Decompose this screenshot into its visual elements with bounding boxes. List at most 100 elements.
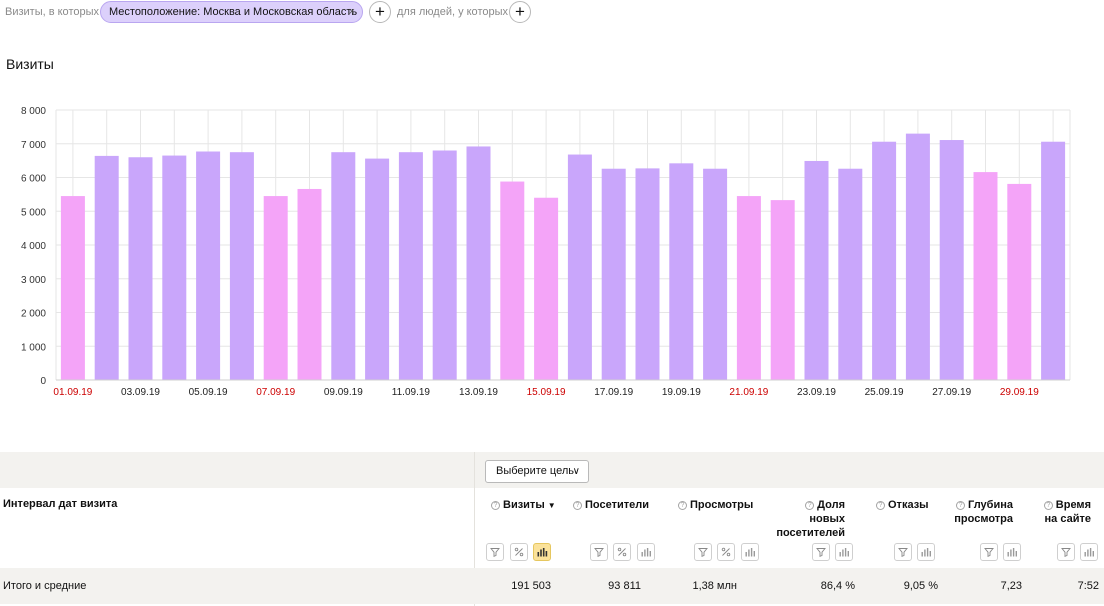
bar-29.09.19[interactable]	[1007, 183, 1032, 380]
x-tick-label: 23.09.19	[797, 387, 836, 398]
sort-desc-icon[interactable]: ▼	[547, 501, 556, 510]
bar-06.09.19[interactable]	[229, 152, 254, 380]
bar-19.09.19[interactable]	[669, 163, 694, 380]
x-tick-label: 03.09.19	[121, 387, 160, 398]
visits-bar-chart: 0 1 000 2 000 3 000 4 000 5 000 6 000 7 000 8 00…	[21, 106, 1071, 398]
filter-icon[interactable]	[590, 543, 608, 561]
total-page-depth: 7,23	[1000, 580, 1022, 592]
metric-header-page-depth[interactable]: ? Глубина просмотра	[954, 499, 1013, 525]
bar-15.09.19[interactable]	[534, 197, 559, 380]
metric-header-pageviews[interactable]: ? Просмотры	[678, 498, 753, 512]
goal-select-label: Выберите цель	[496, 465, 574, 477]
bar-21.09.19[interactable]	[736, 196, 761, 380]
bar-04.09.19[interactable]	[162, 155, 187, 380]
bar-chart-icon[interactable]	[741, 543, 759, 561]
bar-08.09.19[interactable]	[297, 188, 322, 380]
bar-chart-icon[interactable]	[533, 543, 551, 561]
filter-icon[interactable]	[812, 543, 830, 561]
help-icon[interactable]: ?	[876, 501, 885, 510]
metric-header-bounce-rate[interactable]: ? Отказы	[876, 498, 929, 512]
help-icon[interactable]: ?	[491, 501, 500, 510]
goal-select[interactable]: Выберите цель ∨	[485, 460, 589, 483]
bar-18.09.19[interactable]	[635, 168, 660, 380]
help-icon[interactable]: ?	[805, 501, 815, 510]
close-icon[interactable]: ×	[348, 6, 355, 18]
bar-22.09.19[interactable]	[770, 200, 795, 380]
bar-05.09.19[interactable]	[196, 151, 221, 380]
bar-23.09.19[interactable]	[804, 160, 829, 380]
location-filter-chip[interactable]: Местоположение: Москва и Московская обла…	[100, 1, 363, 23]
filter-icon[interactable]	[1057, 543, 1075, 561]
bar-chart-icon[interactable]	[835, 543, 853, 561]
segment-filter-bar: Визиты, в которых Местоположение: Москва…	[0, 0, 1104, 24]
help-icon[interactable]: ?	[573, 501, 582, 510]
x-tick-label: 19.09.19	[662, 387, 701, 398]
bar-chart-icon[interactable]	[637, 543, 655, 561]
percent-icon[interactable]	[717, 543, 735, 561]
total-new-visitors-share: 86,4 %	[820, 580, 855, 592]
bar-24.09.19[interactable]	[838, 168, 863, 380]
bar-09.09.19[interactable]	[331, 152, 356, 380]
help-icon[interactable]: ?	[1043, 501, 1053, 510]
bar-16.09.19[interactable]	[567, 154, 592, 380]
bar-26.09.19[interactable]	[905, 133, 930, 380]
y-tick-label: 1 000	[21, 342, 46, 353]
y-tick-label: 4 000	[21, 241, 46, 252]
bar-03.09.19[interactable]	[128, 157, 153, 380]
bar-25.09.19[interactable]	[872, 141, 897, 380]
chart-title: Визиты	[6, 56, 54, 72]
x-tick-label: 27.09.19	[932, 387, 971, 398]
bar-17.09.19[interactable]	[601, 168, 626, 380]
people-condition-label: для людей, у которых	[397, 6, 508, 18]
x-tick-label: 25.09.19	[865, 387, 904, 398]
report-table: Выберите цель ∨ Интервал дат визита ? Виз…	[0, 452, 1104, 606]
bar-chart-icon[interactable]	[917, 543, 935, 561]
total-visits: 191 503	[511, 580, 551, 592]
x-tick-label: 29.09.19	[1000, 387, 1039, 398]
bar-07.09.19[interactable]	[263, 196, 288, 380]
total-pageviews: 1,38 млн	[692, 580, 737, 592]
bar-11.09.19[interactable]	[398, 152, 423, 380]
metric-header-visits[interactable]: ? Визиты ▼	[491, 498, 556, 513]
column-divider	[474, 452, 475, 606]
bar-27.09.19[interactable]	[939, 140, 964, 380]
total-visitors: 93 811	[608, 580, 641, 592]
bar-30.09.19[interactable]	[1041, 141, 1066, 380]
bar-chart-icon[interactable]	[1080, 543, 1098, 561]
add-people-condition-button[interactable]: +	[509, 1, 531, 23]
location-filter-chip-label: Местоположение: Москва и Московская обла…	[109, 6, 358, 18]
add-visit-condition-button[interactable]: +	[369, 1, 391, 23]
bar-10.09.19[interactable]	[365, 158, 390, 380]
bar-02.09.19[interactable]	[94, 155, 119, 380]
x-tick-label: 05.09.19	[189, 387, 228, 398]
bar-20.09.19[interactable]	[703, 168, 728, 380]
filter-icon[interactable]	[694, 543, 712, 561]
bar-12.09.19[interactable]	[432, 150, 457, 381]
x-tick-label: 07.09.19	[256, 387, 295, 398]
x-tick-label: 09.09.19	[324, 387, 363, 398]
filter-icon[interactable]	[894, 543, 912, 561]
total-bounce-rate: 9,05 %	[903, 580, 938, 592]
filter-icon[interactable]	[980, 543, 998, 561]
y-tick-label: 3 000	[21, 275, 46, 286]
bar-28.09.19[interactable]	[973, 172, 998, 380]
help-icon[interactable]: ?	[956, 501, 966, 510]
bar-chart-icon[interactable]	[1003, 543, 1021, 561]
help-icon[interactable]: ?	[678, 501, 687, 510]
totals-row: Итого и средние 191 503 93 811 1,38 млн …	[0, 568, 1104, 604]
filter-icon[interactable]	[486, 543, 504, 561]
bar-01.09.19[interactable]	[60, 196, 85, 380]
x-tick-label: 01.09.19	[53, 387, 92, 398]
total-time-on-site: 7:52	[1077, 580, 1099, 592]
metric-header-time-on-site[interactable]: ? Время на сайте	[1043, 499, 1091, 525]
x-tick-label: 21.09.19	[729, 387, 768, 398]
bar-13.09.19[interactable]	[466, 146, 491, 380]
bar-14.09.19[interactable]	[500, 181, 525, 380]
x-tick-label: 17.09.19	[594, 387, 633, 398]
percent-icon[interactable]	[510, 543, 528, 561]
metric-header-new-visitors-share[interactable]: ? Доля новых посетителей	[776, 499, 845, 539]
metric-header-visitors[interactable]: ? Посетители	[573, 498, 649, 512]
x-tick-label: 13.09.19	[459, 387, 498, 398]
percent-icon[interactable]	[613, 543, 631, 561]
y-tick-label: 8 000	[21, 106, 46, 117]
